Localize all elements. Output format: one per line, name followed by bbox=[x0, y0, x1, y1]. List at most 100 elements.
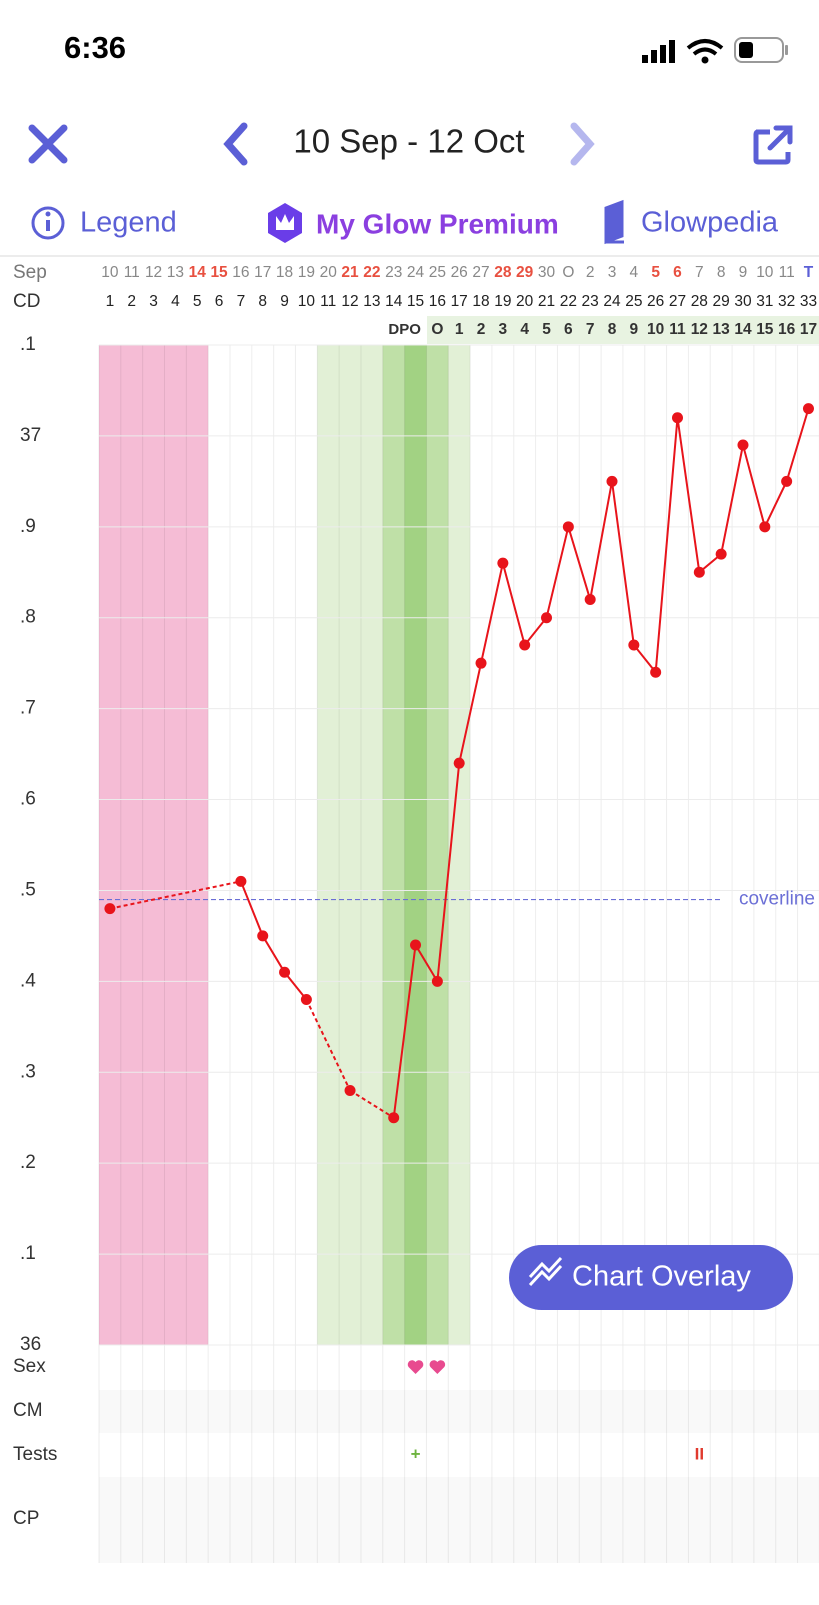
temperature-point bbox=[584, 594, 596, 606]
nav-title: 10 Sep - 12 Oct bbox=[293, 123, 524, 160]
cycle-day: 8 bbox=[258, 293, 267, 310]
cycle-day: 20 bbox=[516, 293, 534, 310]
temperature-point bbox=[344, 1084, 356, 1096]
temperature-point bbox=[650, 666, 662, 678]
temperature-point bbox=[802, 403, 814, 415]
dpo-day: 11 bbox=[669, 321, 686, 338]
dpo-day: O bbox=[431, 321, 443, 338]
date-label: 10 bbox=[756, 264, 774, 281]
band bbox=[404, 345, 427, 1345]
date-label: 8 bbox=[717, 264, 726, 281]
dpo-day: 2 bbox=[477, 321, 486, 338]
cycle-day: 13 bbox=[363, 293, 380, 310]
cycle-day: 14 bbox=[385, 293, 403, 310]
y-tick-label: .7 bbox=[20, 698, 36, 719]
tab-label: My Glow Premium bbox=[316, 208, 559, 239]
date-label: 24 bbox=[407, 264, 425, 281]
date-label: 30 bbox=[538, 264, 556, 281]
cycle-day: 33 bbox=[800, 293, 817, 310]
dpo-day: 5 bbox=[542, 321, 551, 338]
status-time: 6:36 bbox=[64, 30, 126, 65]
cycle-day: 1 bbox=[106, 293, 115, 310]
dpo-day: 7 bbox=[586, 321, 595, 338]
date-label: 7 bbox=[695, 264, 704, 281]
temperature-point bbox=[431, 975, 443, 987]
test-entry: + bbox=[411, 1444, 421, 1463]
next-button[interactable] bbox=[570, 122, 595, 166]
date-label: 19 bbox=[298, 264, 315, 281]
dpo-day: 10 bbox=[647, 321, 664, 338]
temperature-point bbox=[671, 412, 683, 424]
date-label: 3 bbox=[608, 264, 617, 281]
y-tick-label: .5 bbox=[20, 879, 36, 900]
date-label: 20 bbox=[320, 264, 338, 281]
date-label: 16 bbox=[232, 264, 249, 281]
y-tick-label: .6 bbox=[20, 789, 36, 810]
date-label: 10 bbox=[101, 264, 119, 281]
date-label: 6 bbox=[673, 264, 682, 281]
temperature-point bbox=[693, 566, 705, 578]
row-background bbox=[99, 1390, 819, 1433]
cycle-day: 3 bbox=[149, 293, 158, 310]
temperature-point bbox=[737, 439, 749, 451]
temperature-point bbox=[715, 548, 727, 560]
y-tick-label: .1 bbox=[20, 334, 36, 355]
chart-overlay-button[interactable]: Chart Overlay bbox=[509, 1245, 793, 1310]
cycle-day: 27 bbox=[669, 293, 686, 310]
cycle-day: 28 bbox=[691, 293, 708, 310]
cycle-day: 11 bbox=[320, 293, 336, 310]
gap-bridge bbox=[305, 999, 351, 1091]
date-label: 12 bbox=[145, 264, 162, 281]
dpo-day: 14 bbox=[734, 321, 752, 338]
cycle-day: 24 bbox=[603, 293, 621, 310]
heart-icon bbox=[429, 1360, 446, 1374]
cycle-day: 5 bbox=[193, 293, 202, 310]
band bbox=[99, 345, 209, 1345]
cycle-day: 6 bbox=[215, 293, 224, 310]
status-icons bbox=[642, 37, 788, 64]
cycle-day: 15 bbox=[407, 293, 424, 310]
cycle-day: 19 bbox=[494, 293, 511, 310]
date-label: 21 bbox=[341, 264, 359, 281]
date-label: 14 bbox=[189, 264, 207, 281]
legend-tab[interactable]: Legend bbox=[31, 206, 177, 240]
cycle-day: 16 bbox=[429, 293, 446, 310]
date-label: 22 bbox=[363, 264, 380, 281]
dpo-label: DPO bbox=[388, 321, 421, 338]
temperature-point bbox=[497, 557, 509, 569]
date-label: 4 bbox=[630, 264, 639, 281]
y-tick-label: 36 bbox=[20, 1334, 41, 1355]
cycle-day: 18 bbox=[472, 293, 489, 310]
close-button[interactable] bbox=[28, 124, 68, 164]
temperature-point bbox=[606, 475, 618, 487]
y-tick-label: .4 bbox=[20, 970, 36, 991]
dpo-background bbox=[427, 316, 819, 344]
temperature-point bbox=[475, 657, 487, 669]
cycle-day: 4 bbox=[171, 293, 180, 310]
prev-button[interactable] bbox=[223, 122, 248, 166]
tab-label: Legend bbox=[80, 207, 177, 239]
y-tick-label: .2 bbox=[20, 1152, 36, 1173]
cd-label: CD bbox=[13, 291, 40, 312]
date-label: O bbox=[562, 264, 574, 281]
date-label: 5 bbox=[651, 264, 660, 281]
glowpedia-tab[interactable]: Glowpedia bbox=[604, 199, 779, 245]
share-button[interactable] bbox=[753, 125, 793, 165]
premium-tab[interactable]: My Glow Premium bbox=[268, 203, 559, 243]
date-label: 27 bbox=[472, 264, 489, 281]
date-label: 28 bbox=[494, 264, 512, 281]
date-label: 17 bbox=[254, 264, 271, 281]
cycle-day: 7 bbox=[237, 293, 246, 310]
heart-icon bbox=[407, 1360, 424, 1374]
y-tick-label: .3 bbox=[20, 1061, 36, 1082]
cycle-day: 23 bbox=[582, 293, 599, 310]
button-label: Chart Overlay bbox=[572, 1261, 751, 1293]
cycle-day: 31 bbox=[756, 293, 773, 310]
dpo-day: 3 bbox=[499, 321, 508, 338]
temperature-point bbox=[541, 612, 553, 624]
temperature-point bbox=[300, 994, 312, 1006]
dpo-day: 4 bbox=[520, 321, 529, 338]
row-label: CP bbox=[13, 1508, 39, 1529]
